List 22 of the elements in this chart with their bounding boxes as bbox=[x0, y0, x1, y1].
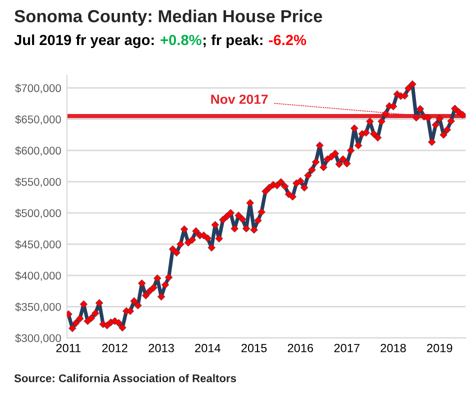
x-tick-label: 2018 bbox=[380, 344, 406, 352]
x-tick-label: 2017 bbox=[334, 344, 360, 352]
x-tick-label: 2013 bbox=[148, 344, 174, 352]
x-tick-label: 2011 bbox=[56, 344, 81, 352]
y-tick-label: $500,000 bbox=[15, 208, 61, 218]
x-tick-label: 2015 bbox=[242, 344, 267, 352]
x-tick-label: 2014 bbox=[195, 344, 220, 352]
ref-line-label: Nov 2017 bbox=[211, 94, 268, 104]
x-tick-label: 2012 bbox=[102, 344, 128, 352]
x-tick-label: 2016 bbox=[288, 344, 314, 352]
y-tick-label: $550,000 bbox=[15, 178, 61, 188]
y-tick-label: $700,000 bbox=[15, 84, 61, 94]
y-tick-label: $350,000 bbox=[15, 302, 61, 312]
y-tick-label: $600,000 bbox=[15, 146, 61, 156]
y-tick-label: $300,000 bbox=[15, 334, 61, 344]
source-note: Source: California Association of Realtors bbox=[14, 374, 236, 382]
y-tick-label: $650,000 bbox=[15, 115, 61, 125]
x-tick-label: 2019 bbox=[427, 344, 452, 352]
chart-subtitle: Jul 2019 fr year ago: +0.8%; fr peak: -6.2% bbox=[14, 34, 306, 48]
y-tick-label: $400,000 bbox=[15, 271, 61, 281]
y-tick-label: $450,000 bbox=[15, 240, 61, 250]
chart-title: Sonoma County: Median House Price bbox=[14, 10, 322, 26]
